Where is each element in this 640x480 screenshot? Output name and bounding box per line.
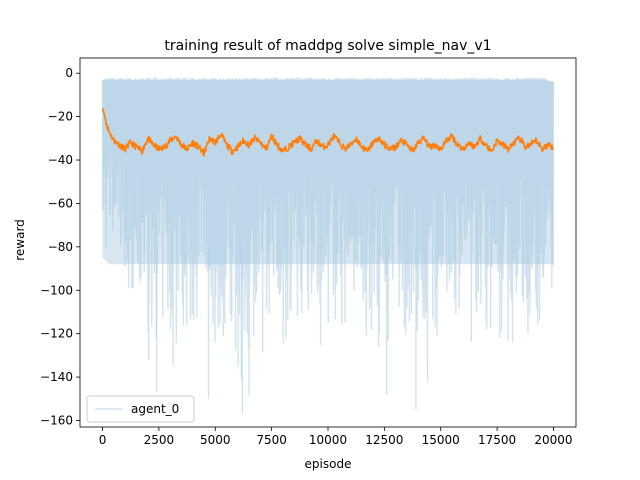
x-tick-label: 7500 (256, 433, 287, 447)
raw-reward-band (102, 79, 554, 265)
x-tick-label: 12500 (365, 433, 403, 447)
y-tick-label: −100 (40, 283, 73, 297)
x-tick-label: 5000 (200, 433, 231, 447)
chart-title: training result of maddpg solve simple_n… (164, 38, 491, 54)
y-axis-title: reward (13, 219, 27, 261)
x-tick-label: 2500 (144, 433, 175, 447)
y-tick-label: −40 (48, 153, 73, 167)
y-tick-label: −20 (48, 110, 73, 124)
y-tick-label: −120 (40, 327, 73, 341)
y-tick-label: −80 (48, 240, 73, 254)
x-axis-title: episode (305, 457, 352, 471)
x-tick-label: 0 (99, 433, 107, 447)
x-tick-label: 20000 (534, 433, 572, 447)
y-tick-label: 0 (65, 66, 73, 80)
raw-reward-line (101, 77, 555, 396)
x-tick-label: 15000 (422, 433, 460, 447)
y-tick-label: −140 (40, 370, 73, 384)
raw-series-agent-0 (101, 77, 555, 414)
y-tick-label: −160 (40, 413, 73, 427)
legend-label-agent-0: agent_0 (131, 402, 179, 416)
plot-area (101, 77, 555, 414)
legend: agent_0 (86, 395, 195, 423)
x-tick-label: 17500 (478, 433, 516, 447)
smoothed-reward-line (101, 107, 555, 157)
axes: 0 2500 5000 7500 10000 12500 15000 17500 20000 0 −… (40, 57, 577, 447)
x-tick-label: 10000 (309, 433, 347, 447)
legend-box (86, 395, 195, 423)
y-tick-label: −60 (48, 196, 73, 210)
smoothed-series (101, 107, 555, 157)
